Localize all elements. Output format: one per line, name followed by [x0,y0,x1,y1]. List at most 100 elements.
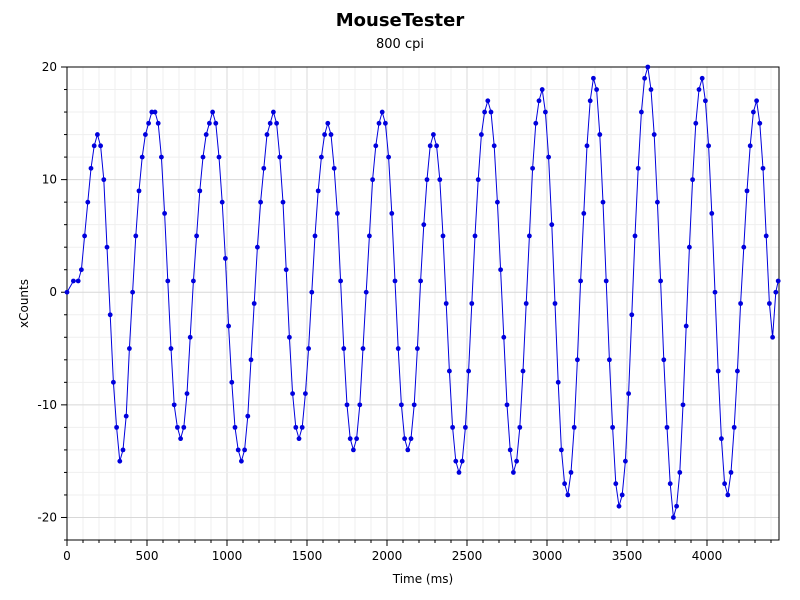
data-point [581,211,587,216]
data-point [642,75,647,81]
data-point [754,98,759,104]
data-point [488,109,494,115]
data-point [475,177,481,183]
data-point [517,424,523,430]
data-point [463,424,468,430]
data-point [287,334,292,340]
data-point [552,301,558,306]
data-point [693,120,699,126]
data-point [130,289,136,295]
data-point [126,346,132,351]
ticks-layer: 0 500 1000 1500 2000 2500 3000 3500 4000 -20 -10 0 1… [37,60,772,563]
data-point [191,278,196,284]
data-point [232,424,238,430]
data-point [623,458,628,464]
x-axis-label: Time (ms) [392,572,454,586]
data-point [424,177,430,183]
data-point [283,267,289,273]
data-point [555,379,561,385]
data-point [146,120,152,126]
data-point [495,199,500,205]
data-point [587,98,593,104]
data-point [664,424,670,430]
data-point [341,346,347,351]
x-tick-label: 4000 [692,549,723,563]
data-point [639,109,644,115]
data-point [443,301,449,306]
data-point [466,368,471,374]
data-point [597,132,603,137]
data-point [514,458,519,464]
data-point [671,515,676,520]
data-point [767,301,772,306]
data-point [699,75,705,81]
data-point [571,424,577,430]
data-point [763,233,769,239]
data-point [360,346,366,351]
data-point [632,233,638,239]
data-point [344,402,350,408]
data-point [338,278,343,284]
data-point [101,177,107,183]
data-point [658,278,663,284]
data-point [347,436,353,442]
data-point [530,165,535,171]
data-point [491,143,497,149]
data-point [447,368,452,374]
data-point [152,109,158,115]
series-layer [64,64,781,520]
data-point [655,199,660,205]
data-point [258,199,263,205]
data-point [335,211,340,216]
data-point [715,368,721,374]
data-point [616,503,622,509]
data-point [434,143,439,149]
data-point [98,143,103,149]
chart-title: MouseTester [335,10,465,31]
data-point [351,447,356,453]
data-point [194,233,200,239]
data-point [399,402,404,408]
data-point [408,436,414,442]
data-point [139,154,145,160]
data-point [395,346,401,351]
data-point [421,222,427,228]
data-point [472,233,478,239]
data-point [261,165,267,171]
data-point [107,312,113,318]
data-point [667,481,673,487]
data-point [735,368,740,374]
data-point [331,165,337,171]
data-point [626,391,631,396]
data-point [568,470,574,475]
data-point [645,64,651,70]
data-point [171,402,177,408]
data-point [64,289,70,295]
data-point [235,447,241,453]
data-point [299,424,305,430]
data-point [267,120,273,126]
data-point [427,143,433,149]
data-point [635,165,641,171]
data-point [328,132,334,137]
data-point [578,278,583,284]
data-point [114,424,119,430]
data-point [661,357,667,363]
data-point [325,120,331,126]
data-point [482,109,487,115]
data-point [520,368,526,374]
data-point [440,233,446,239]
data-point [354,436,359,442]
x-tick-label: 0 [63,549,71,563]
y-axis-label: xCounts [17,279,31,328]
data-point [731,424,737,430]
data-point [242,447,248,453]
data-point [315,188,321,194]
data-point [536,98,542,104]
data-point [741,244,747,250]
data-point [296,436,302,442]
data-point [565,492,571,498]
data-point [111,379,116,385]
data-point [757,120,763,126]
